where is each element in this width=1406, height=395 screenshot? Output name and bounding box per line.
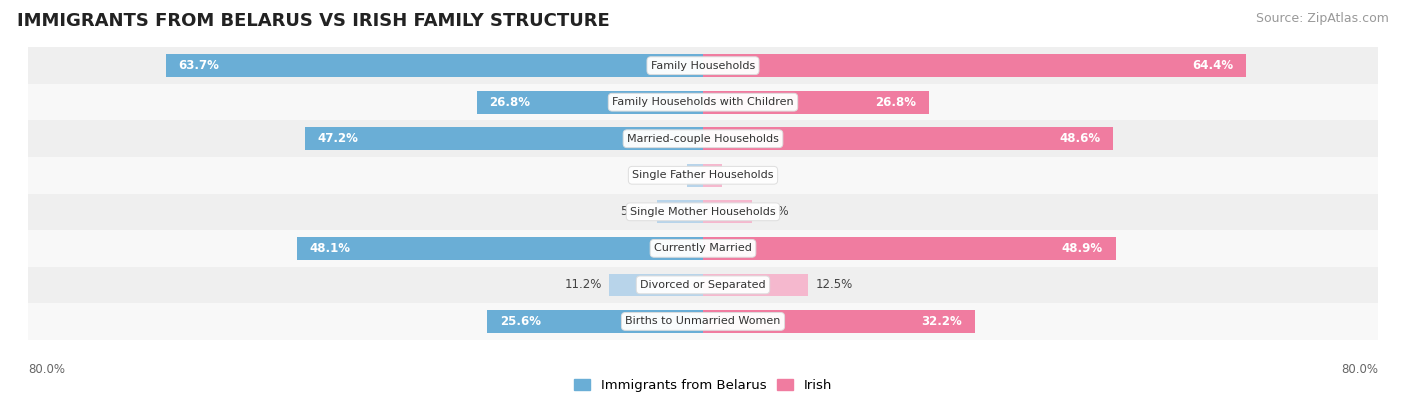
Bar [28,230,1378,267]
Bar [297,237,703,260]
Text: Source: ZipAtlas.com: Source: ZipAtlas.com [1256,12,1389,25]
Text: 5.8%: 5.8% [759,205,789,218]
Text: 12.5%: 12.5% [815,278,852,292]
Text: 48.9%: 48.9% [1062,242,1102,255]
Text: 25.6%: 25.6% [499,315,541,328]
Bar [28,120,1378,157]
Text: 26.8%: 26.8% [876,96,917,109]
Text: 64.4%: 64.4% [1192,59,1233,72]
Bar [305,128,703,150]
Bar [703,310,974,333]
Bar [609,274,703,296]
Text: Births to Unmarried Women: Births to Unmarried Women [626,316,780,326]
Text: 80.0%: 80.0% [28,363,65,376]
Bar [703,201,752,223]
Bar [703,164,723,186]
Text: 32.2%: 32.2% [921,315,962,328]
Text: Single Mother Households: Single Mother Households [630,207,776,217]
Bar [703,128,1114,150]
Bar [28,303,1378,340]
Text: 48.1%: 48.1% [309,242,352,255]
Text: Family Households: Family Households [651,61,755,71]
Text: Divorced or Separated: Divorced or Separated [640,280,766,290]
Bar [703,91,929,113]
Bar [28,84,1378,120]
Text: 48.6%: 48.6% [1059,132,1101,145]
Text: 80.0%: 80.0% [1341,363,1378,376]
Text: 26.8%: 26.8% [489,96,530,109]
Bar [28,157,1378,194]
Bar [703,55,1246,77]
Text: 1.9%: 1.9% [651,169,681,182]
Text: 11.2%: 11.2% [564,278,602,292]
Text: 63.7%: 63.7% [179,59,219,72]
Legend: Immigrants from Belarus, Irish: Immigrants from Belarus, Irish [569,374,837,395]
Bar [688,164,703,186]
Text: Family Households with Children: Family Households with Children [612,97,794,107]
Bar [657,201,703,223]
Bar [28,47,1378,84]
Text: 5.5%: 5.5% [620,205,650,218]
Text: Currently Married: Currently Married [654,243,752,253]
Bar [28,267,1378,303]
Text: 47.2%: 47.2% [318,132,359,145]
Text: Married-couple Households: Married-couple Households [627,134,779,144]
Text: Single Father Households: Single Father Households [633,170,773,180]
Text: 2.3%: 2.3% [730,169,759,182]
Bar [477,91,703,113]
Bar [703,274,808,296]
Bar [28,194,1378,230]
Bar [166,55,703,77]
Text: IMMIGRANTS FROM BELARUS VS IRISH FAMILY STRUCTURE: IMMIGRANTS FROM BELARUS VS IRISH FAMILY … [17,12,610,30]
Bar [486,310,703,333]
Bar [703,237,1115,260]
